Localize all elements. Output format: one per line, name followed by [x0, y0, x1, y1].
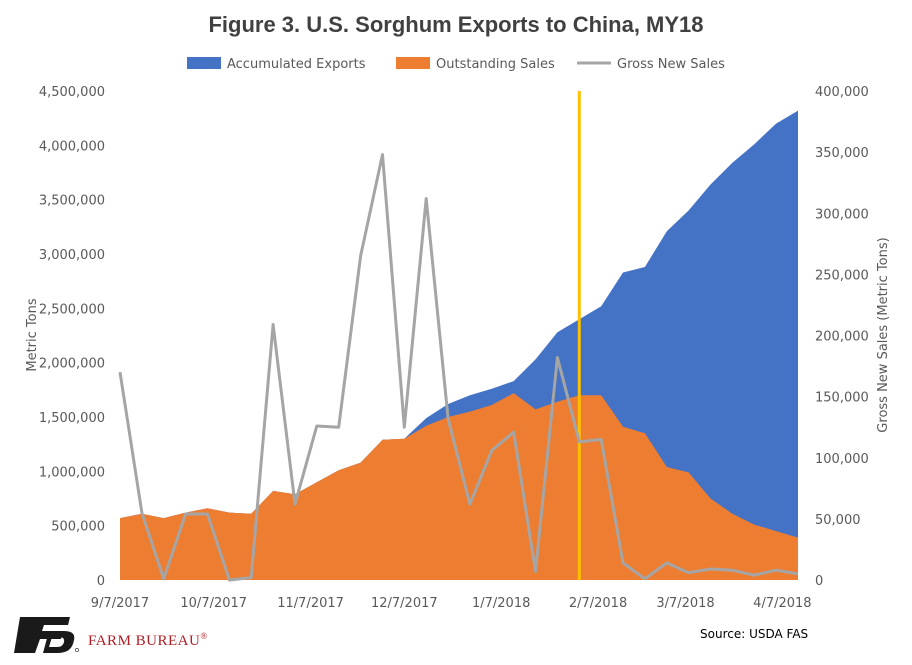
area-outstanding-sales [120, 393, 798, 580]
y-tick-label: 1,500,000 [39, 411, 105, 426]
legend-item-outstanding-sales: Outstanding Sales [396, 57, 555, 72]
x-tick-label: 2/7/2018 [569, 596, 627, 611]
legend-item-accumulated-exports: Accumulated Exports [187, 57, 366, 72]
x-tick-label: 1/7/2018 [472, 596, 530, 611]
legend-item-gross-new-sales: Gross New Sales [577, 57, 725, 72]
legend-label-accumulated-exports: Accumulated Exports [227, 57, 366, 72]
y-tick-label: 2,000,000 [39, 357, 105, 372]
x-tick-label: 12/7/2017 [371, 596, 438, 611]
farm-bureau-logo-icon [14, 617, 79, 653]
registered-mark: ® [200, 631, 207, 641]
x-tick-label: 10/7/2017 [180, 596, 247, 611]
y-tick-label: 3,000,000 [39, 248, 105, 263]
farm-bureau-name: FARM BUREAU® [88, 631, 208, 649]
plot-area [118, 91, 799, 582]
y-tick-label: 4,000,000 [39, 139, 105, 154]
y-tick-label: 500,000 [51, 520, 105, 535]
y-axis-left: 0 500,000 1,000,000 1,500,000 2,000,000 2,500… [39, 85, 105, 589]
legend-swatch-outstanding-sales [396, 57, 430, 69]
x-tick-label: 4/7/2018 [753, 596, 811, 611]
y2-tick-label: 300,000 [815, 207, 869, 222]
y2-tick-label: 50,000 [815, 513, 861, 528]
y-tick-label: 0 [97, 574, 105, 589]
line-gross-new-sales [118, 153, 799, 582]
y2-tick-label: 0 [815, 574, 823, 589]
chart-title: Figure 3. U.S. Sorghum Exports to China,… [208, 12, 703, 37]
farm-bureau-logo: FARM BUREAU® [14, 617, 208, 653]
source-note: Source: USDA FAS [700, 627, 808, 641]
y-tick-label: 3,500,000 [39, 194, 105, 209]
y2-tick-label: 350,000 [815, 146, 869, 161]
y-tick-label: 4,500,000 [39, 85, 105, 100]
legend-label-outstanding-sales: Outstanding Sales [436, 57, 555, 72]
y-axis-title: Metric Tons [25, 298, 40, 371]
y-tick-label: 1,000,000 [39, 465, 105, 480]
y2-tick-label: 400,000 [815, 85, 869, 100]
y2-tick-label: 150,000 [815, 391, 869, 406]
y2-tick-label: 200,000 [815, 330, 869, 345]
y2-tick-label: 100,000 [815, 452, 869, 467]
x-axis: 9/7/2017 10/7/2017 11/7/2017 12/7/2017 1/7/2… [91, 596, 812, 611]
legend-label-gross-new-sales: Gross New Sales [617, 57, 725, 72]
y2-axis-title: Gross New Sales (Metric Tons) [876, 237, 891, 432]
x-tick-label: 3/7/2018 [656, 596, 714, 611]
x-tick-label: 11/7/2017 [277, 596, 344, 611]
y-axis-right: 0 50,000 100,000 150,000 200,000 250,000 300,0… [815, 85, 869, 589]
y-tick-label: 2,500,000 [39, 302, 105, 317]
y2-tick-label: 250,000 [815, 268, 869, 283]
legend-swatch-accumulated-exports [187, 57, 221, 69]
x-tick-label: 9/7/2017 [91, 596, 149, 611]
legend: Accumulated Exports Outstanding Sales Gr… [187, 57, 725, 72]
